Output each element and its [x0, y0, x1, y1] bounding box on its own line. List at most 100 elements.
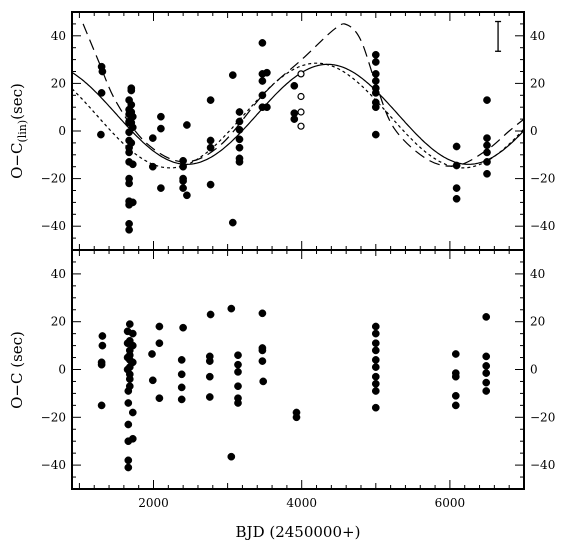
bottom-data-point — [371, 379, 380, 388]
bottom-data-point — [98, 332, 107, 340]
bottom-data-point — [234, 382, 242, 391]
bottom-data-point — [124, 399, 133, 407]
top-y-tick-label-right: 40 — [530, 29, 545, 43]
top-open-data-point — [297, 122, 305, 130]
bottom-data-point — [206, 310, 215, 319]
top-data-point — [290, 81, 299, 90]
bottom-data-point — [371, 356, 380, 364]
top-y-tick-label-right: −40 — [530, 219, 555, 233]
bottom-y-tick-label-left: 0 — [58, 363, 66, 377]
top-y-tick-label-left: −20 — [41, 172, 66, 186]
top-data-point — [127, 84, 136, 93]
x-tick-label: 4000 — [286, 496, 317, 510]
bottom-data-point — [155, 322, 164, 331]
bottom-data-point — [371, 329, 380, 338]
top-data-point — [206, 143, 215, 152]
bottom-data-point — [371, 346, 380, 355]
bottom-y-tick-label-right: 20 — [530, 315, 545, 329]
bottom-y-tick-label-right: −20 — [530, 410, 555, 424]
top-y-tick-label-left: 40 — [51, 29, 66, 43]
top-data-point — [128, 123, 137, 132]
bottom-y-tick-label-right: −40 — [530, 458, 555, 472]
bottom-data-point — [155, 394, 164, 403]
bottom-y-tick-label-left: −20 — [41, 410, 66, 424]
bottom-y-tick-label-left: −40 — [41, 458, 66, 472]
bottom-data-point — [371, 387, 380, 395]
bottom-data-point — [234, 394, 242, 403]
bottom-data-point — [482, 378, 491, 387]
bottom-data-point — [258, 309, 267, 318]
top-data-point — [127, 139, 136, 147]
x-axis-label: BJD (2450000+) — [236, 523, 361, 541]
bottom-data-point — [482, 313, 491, 321]
bottom-data-point — [234, 360, 242, 369]
top-data-point — [235, 125, 244, 134]
bottom-data-point — [148, 350, 156, 358]
top-data-point — [258, 77, 267, 85]
bottom-panel: −40 −40 −20 −20 0 0 20 20 40 40 2000 4000 6000 — [41, 250, 555, 510]
top-y-axis-label-main: O−C — [8, 143, 26, 179]
top-data-point — [258, 39, 267, 47]
top-data-point — [98, 67, 107, 76]
bottom-data-point — [148, 376, 157, 385]
top-data-point — [157, 112, 165, 121]
top-data-point — [235, 135, 244, 144]
top-data-point — [483, 96, 491, 104]
dotted-fit-curve — [71, 62, 525, 169]
bottom-data-point — [179, 323, 187, 332]
top-data-point — [483, 141, 491, 150]
top-data-point — [258, 91, 267, 100]
top-data-point — [148, 162, 157, 171]
top-data-point — [371, 130, 380, 139]
top-data-point — [206, 136, 215, 145]
x-tick-label: 6000 — [435, 496, 466, 510]
top-panel: −40 −40 −20 −20 0 0 20 20 40 40 — [41, 12, 555, 250]
bottom-data-point — [205, 352, 214, 361]
top-data-point — [235, 143, 244, 152]
bottom-data-point — [234, 368, 242, 376]
top-data-point — [483, 158, 491, 166]
top-data-point — [183, 121, 191, 129]
bottom-data-point — [259, 377, 268, 386]
bottom-data-point — [292, 413, 301, 422]
bottom-y-tick-label-right: 40 — [530, 267, 545, 281]
bottom-data-point — [482, 387, 491, 395]
top-y-tick-label-left: 0 — [58, 124, 66, 138]
bottom-data-point — [124, 463, 133, 472]
dashed-fit-curve — [82, 23, 525, 167]
bottom-data-point — [451, 401, 460, 410]
bottom-data-point — [234, 351, 242, 360]
x-tick-label: 2000 — [138, 496, 169, 510]
top-data-point — [179, 156, 187, 165]
bottom-data-point — [177, 356, 186, 364]
top-data-point — [263, 103, 271, 112]
bottom-data-point — [177, 383, 186, 392]
top-data-point — [128, 160, 137, 169]
bottom-data-point — [128, 408, 137, 417]
top-data-point — [235, 117, 244, 126]
bottom-data-point — [98, 341, 107, 350]
bottom-data-point — [97, 401, 106, 410]
top-data-point — [228, 71, 237, 79]
top-open-data-point — [297, 108, 305, 116]
top-data-point — [371, 84, 380, 93]
bottom-data-point — [205, 393, 214, 401]
top-data-point — [128, 198, 137, 207]
bottom-data-point — [227, 452, 236, 461]
bottom-data-point — [482, 369, 491, 377]
bottom-data-point — [155, 339, 164, 348]
bottom-data-point — [482, 352, 491, 361]
bottom-y-tick-label-left: 40 — [51, 267, 66, 281]
top-data-point — [483, 134, 491, 142]
bottom-data-point — [371, 339, 380, 348]
top-data-point — [483, 148, 491, 157]
bottom-data-point — [128, 358, 137, 367]
top-data-point — [148, 134, 157, 142]
bottom-data-point — [128, 341, 137, 350]
bottom-y-tick-label-right: 0 — [530, 363, 538, 377]
top-data-point — [452, 142, 461, 151]
top-data-point — [157, 184, 165, 192]
top-y-tick-label-left: −40 — [41, 219, 66, 233]
bottom-data-point — [177, 370, 186, 379]
bottom-data-point — [371, 363, 380, 371]
